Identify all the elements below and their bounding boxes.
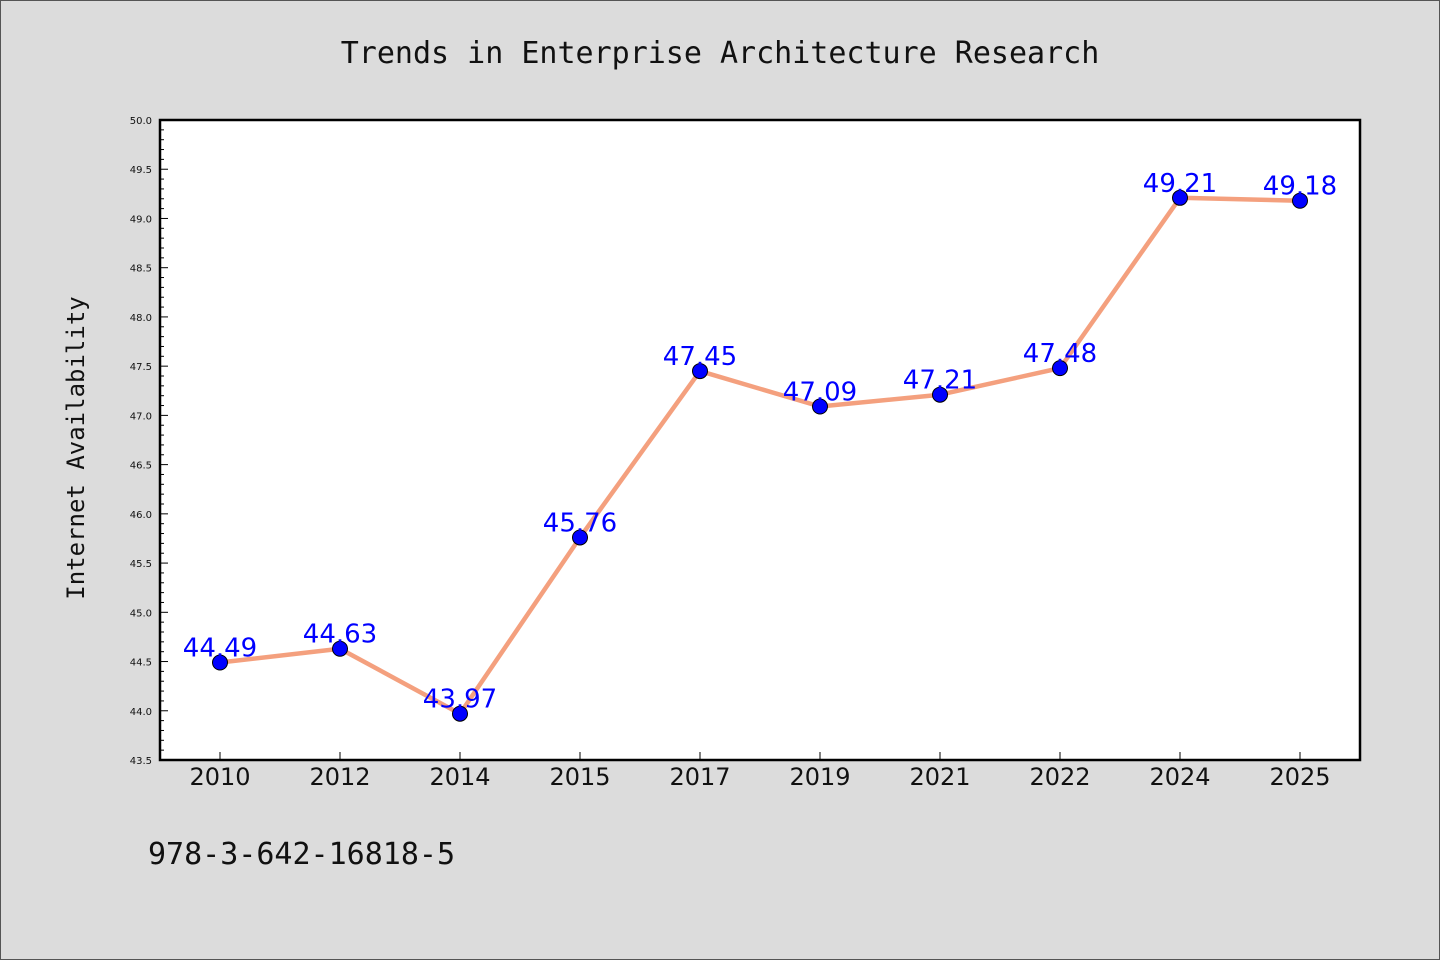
data-label: 49.21 (1143, 169, 1217, 199)
y-tick-label: 49.0 (130, 214, 152, 225)
x-tick-label: 2012 (309, 763, 370, 791)
data-point (692, 363, 708, 380)
data-point (812, 398, 828, 415)
isbn-footer: 978-3-642-16818-5 (148, 837, 455, 872)
data-label: 45.76 (543, 508, 617, 538)
data-label: 47.48 (1023, 339, 1097, 369)
x-tick-label: 2025 (1269, 763, 1330, 791)
y-tick-label: 46.0 (130, 510, 152, 521)
x-tick-label: 2014 (429, 763, 490, 791)
y-tick-label: 48.0 (130, 313, 152, 324)
x-tick-label: 2024 (1149, 763, 1210, 791)
data-label: 43.97 (423, 685, 497, 715)
data-label: 44.63 (303, 620, 377, 650)
x-tick-label: 2019 (789, 763, 850, 791)
x-tick-label: 2021 (909, 763, 970, 791)
y-tick-label: 45.5 (130, 559, 152, 570)
y-tick-label: 47.5 (130, 362, 152, 373)
data-point (212, 654, 228, 671)
data-label: 44.49 (183, 634, 257, 664)
y-tick-label: 45.0 (130, 608, 152, 619)
series-line (219, 195, 1301, 716)
y-tick-label: 48.5 (130, 264, 152, 275)
data-point (1172, 189, 1188, 206)
data-point (332, 640, 348, 657)
data-point (932, 386, 948, 403)
y-tick-label: 46.5 (130, 461, 152, 472)
data-point (1052, 360, 1068, 377)
data-point (1292, 192, 1308, 209)
chart-title: Trends in Enterprise Architecture Resear… (341, 36, 1100, 71)
data-label: 47.21 (903, 366, 977, 396)
plot-area (158, 118, 1362, 762)
x-tick-label: 2022 (1029, 763, 1090, 791)
y-tick-label: 50.0 (130, 116, 152, 127)
data-point (572, 529, 588, 546)
data-label: 47.45 (663, 342, 737, 372)
x-axis-ticks: 2010 2012 2014 2015 2017 2019 2021 2022 2024 2025 (189, 752, 1331, 791)
data-label: 49.18 (1263, 172, 1337, 202)
data-labels: 44.49 44.63 43.97 45.76 47.45 47.09 47.21 47.48… (183, 169, 1337, 715)
y-tick-label: 49.5 (130, 165, 152, 176)
x-tick-label: 2010 (189, 763, 250, 791)
y-axis-ticks: 43.5 44.0 44.5 45.0 45.5 46.0 46.5 47.0 47.5 48.0… (130, 116, 168, 767)
data-point (452, 705, 468, 722)
y-tick-label: 44.0 (130, 707, 152, 718)
y-tick-label: 43.5 (130, 756, 152, 767)
data-label: 47.09 (783, 378, 857, 408)
x-tick-label: 2017 (669, 763, 730, 791)
series-group (212, 189, 1308, 722)
y-tick-label: 47.0 (130, 411, 152, 422)
x-tick-label: 2015 (549, 763, 610, 791)
y-tick-label: 44.5 (130, 658, 152, 669)
y-axis-label: Internet Availability (62, 296, 90, 599)
